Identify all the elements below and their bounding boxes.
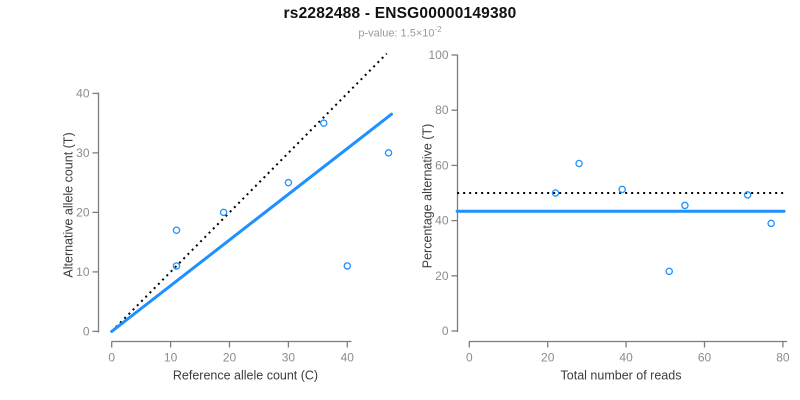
x-tick-label: 10 <box>164 351 178 365</box>
data-point <box>172 226 181 234</box>
pvalue-text: p-value: 1.5×10 <box>358 27 435 40</box>
x-tick-label: 80 <box>776 351 790 365</box>
y-tick-label: 20 <box>435 269 449 283</box>
data-point <box>575 159 583 168</box>
x-axis-title: Total number of reads <box>561 369 682 383</box>
x-tick-label: 40 <box>619 351 633 365</box>
y-tick-label: 60 <box>435 158 449 172</box>
data-point <box>551 189 560 197</box>
data-point <box>618 185 626 194</box>
percentage-alternative-scatter: 0 20 40 60 80 100 0 20 40 60 80 Total number of rea… <box>421 48 790 383</box>
data-point <box>767 219 775 228</box>
x-axis-title: Reference allele count (C) <box>173 369 318 383</box>
y-axis-title: Percentage alternative (T) <box>421 124 435 269</box>
x-tick-label: 20 <box>223 351 237 365</box>
y-tick-label: 40 <box>435 214 449 228</box>
data-point <box>319 119 328 127</box>
y-tick-label: 0 <box>83 324 90 338</box>
figure-title: rs2282488 - ENSG00000149380 <box>283 5 517 22</box>
x-tick-label: 40 <box>341 351 355 365</box>
y-tick-label: 0 <box>442 324 449 338</box>
data-point <box>665 267 673 276</box>
y-axis-title: Alternative allele count (T) <box>62 132 76 277</box>
data-point <box>172 262 181 270</box>
pvalue-exponent: -2 <box>434 25 442 34</box>
data-point <box>219 208 228 217</box>
x-tick-label: 20 <box>541 351 555 365</box>
x-tick-label: 30 <box>282 351 296 365</box>
data-point <box>743 191 752 199</box>
x-tick-label: 0 <box>108 351 115 365</box>
allele-count-scatter: 0 10 20 30 40 0 10 20 30 40 Reference allele count… <box>62 52 393 383</box>
y-tick-label: 30 <box>76 146 90 160</box>
fit-line <box>110 112 393 333</box>
y-tick-label: 10 <box>76 265 90 279</box>
y-tick-label: 100 <box>428 48 448 62</box>
x-tick-label: 0 <box>466 351 473 365</box>
identity-line <box>110 52 388 333</box>
y-tick-label: 80 <box>435 103 449 117</box>
x-tick-label: 60 <box>698 351 712 365</box>
data-point <box>384 149 393 157</box>
data-point <box>284 178 293 187</box>
y-tick-label: 40 <box>76 86 90 100</box>
y-tick-label: 20 <box>76 205 90 219</box>
data-point <box>343 262 352 270</box>
data-point <box>681 201 689 210</box>
figure-subtitle: p-value: 1.5×10-2 <box>0 25 800 40</box>
